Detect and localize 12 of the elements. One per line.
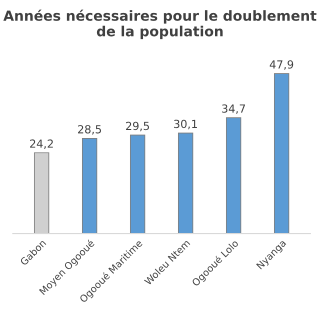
bar bbox=[82, 138, 98, 234]
data-label: 47,9 bbox=[270, 60, 294, 70]
bar bbox=[274, 73, 290, 234]
data-label: 30,1 bbox=[174, 120, 197, 130]
data-label: 24,2 bbox=[30, 139, 53, 149]
bar bbox=[226, 117, 242, 234]
data-label: 29,5 bbox=[126, 122, 149, 132]
bar bbox=[130, 134, 146, 234]
data-label: 28,5 bbox=[78, 125, 101, 135]
data-label: 34,7 bbox=[222, 104, 246, 114]
chart-title: Années nécessaires pour le doublement de la population bbox=[3, 10, 316, 40]
bar bbox=[178, 132, 194, 234]
